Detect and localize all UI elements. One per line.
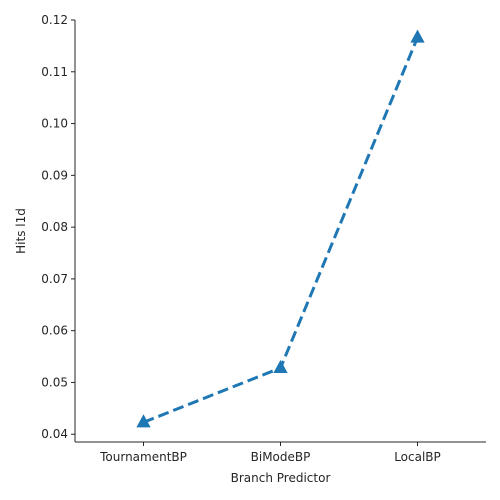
y-tick-label: 0.04	[41, 427, 68, 441]
x-tick-label: BiModeBP	[251, 450, 311, 464]
y-tick-label: 0.09	[41, 168, 68, 182]
plot-series	[136, 29, 425, 428]
data-point-marker	[136, 414, 151, 428]
x-tick-label: LocalBP	[394, 450, 441, 464]
y-tick-label: 0.11	[41, 65, 68, 79]
y-tick-label: 0.06	[41, 324, 68, 338]
y-axis-ticks: 0.04 0.05 0.06 0.07 0.08 0.09 0.10 0.11 0.12	[41, 13, 75, 441]
data-point-marker	[273, 359, 288, 374]
x-tick-label: TournamentBP	[99, 450, 187, 464]
x-axis-label: Branch Predictor	[231, 471, 331, 485]
y-tick-label: 0.08	[41, 220, 68, 234]
data-point-marker	[410, 29, 425, 43]
y-tick-label: 0.12	[41, 13, 68, 27]
y-tick-label: 0.05	[41, 375, 68, 389]
y-tick-label: 0.07	[41, 272, 68, 286]
y-axis-label: Hits l1d	[14, 208, 28, 254]
y-tick-label: 0.10	[41, 117, 68, 131]
x-axis-ticks: TournamentBP BiModeBP LocalBP	[99, 442, 441, 464]
